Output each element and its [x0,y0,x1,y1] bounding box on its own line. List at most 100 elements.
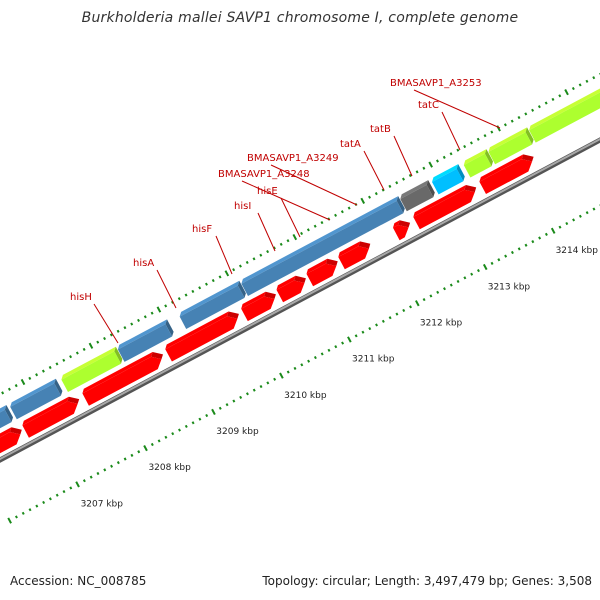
orf-bar-top [241,196,399,284]
inner-scale-tick [470,272,474,276]
inner-scale-tick [116,461,120,465]
inner-scale-tick [578,214,582,218]
outer-scale-tick [14,384,18,388]
inner-scale-tick [592,207,596,211]
kbp-label: 3213 kbp [488,282,531,292]
orf-bar-face [179,285,245,329]
outer-scale-tick [20,378,26,386]
orf-bar-face [117,324,173,362]
outer-scale-tick [69,355,73,359]
gene-label: hisI [234,201,251,212]
inner-scale-tick [14,515,18,519]
gene-label: hisE [257,186,278,197]
inner-scale-tick [585,211,589,215]
inner-scale-tick [103,468,107,472]
inner-scale-tick [456,279,460,284]
orf-bar [241,196,405,296]
gene-label: tatA [340,139,361,150]
inner-scale-tick [82,479,86,483]
gene-leader-line [156,269,177,309]
orf-bar-top [488,127,527,152]
cds-arrow-top [22,396,69,426]
label-leaders [93,89,501,344]
outer-scale-tick [245,260,249,265]
outer-scale-tick [456,148,460,152]
inner-scale-tick [510,250,514,255]
inner-scale-tick [544,232,548,236]
orf-bar-side [54,378,63,396]
inner-scale-tick [218,406,222,410]
outer-scale-tick [469,141,473,145]
outer-scale-tick [164,304,168,308]
outer-scale-tick [82,347,86,351]
inner-scale-tick [517,247,521,251]
labels: 3207 kbp 3208 kbp 3209 kbp 3210 kbp 3211 kbp… [70,78,598,509]
orf-bar-side [456,164,465,182]
outer-scale-tick [156,306,162,313]
gene-label: hisA [133,258,154,269]
gene-leader-line [393,135,413,177]
inner-scale-tick [137,450,141,454]
inner-scale-tick [198,417,202,421]
outer-scale-tick [272,246,276,250]
outer-scale-tick [395,181,399,185]
gene-leader-line [241,180,331,221]
outer-scale-tick [483,134,487,138]
cds-arrow-tip [398,220,411,228]
inner-scale-tick [395,312,399,316]
orf-bar-side [237,280,246,298]
outer-scale-tick [524,112,528,116]
outer-scale-tick [204,282,208,286]
cds-arrow-top [82,352,153,394]
inner-scale-tick [110,464,114,468]
cds-arrow-top [165,311,229,350]
inner-scale-tick [69,486,73,490]
cds-arrow-tip [67,396,80,404]
kbp-label: 3208 kbp [148,463,191,473]
outer-scale-tick [7,387,11,391]
cds-arrow-face [276,280,305,303]
inner-scale-tick [286,370,290,374]
cds-arrow-tip [10,427,22,435]
cds-arrow [393,220,411,241]
inner-scale-tick [531,240,535,244]
orf-bar [10,378,63,420]
outer-scale-tick [585,79,589,83]
orf-bar-top [61,346,116,380]
orf-bar-face [400,184,434,212]
inner-scale-tick [143,445,148,452]
inner-scale-tick [436,290,440,294]
orf-bar-side [396,196,405,214]
outer-scale-tick [347,206,351,210]
kbp-label: 3209 kbp [216,427,259,437]
inner-scale-tick [361,330,365,334]
outer-scale-tick [360,197,366,204]
cds-arrow-tip [521,154,534,162]
outer-scale-tick [143,315,147,319]
outer-scale-tick [490,130,494,134]
outer-scale-tick [551,97,555,101]
orf-bar-face [61,351,121,392]
outer-scale-tick [184,293,188,297]
cds-arrow-face [82,356,162,406]
outer-scale-tick [137,318,140,322]
cds-arrow [413,185,477,230]
outer-scale-tick [88,342,94,349]
cds-arrow-face [0,432,21,454]
cds-arrow-face [241,296,275,322]
inner-scale-tick [313,355,317,360]
gene-leader-line [280,197,301,238]
inner-scale-tick [429,294,433,298]
outer-scale-tick [510,119,514,123]
orf-bar-face [0,409,12,429]
gene-label: BMASAVP1_A3248 [218,169,310,180]
outer-scale-tick [171,300,174,304]
orf-bar-top [179,280,240,317]
outer-scale-tick [381,188,385,192]
cds-arrow [22,396,80,438]
orf-bar-side [4,405,14,423]
gene-leader-line [215,235,233,275]
gene-leader-line [441,111,461,151]
orf-bar-top [0,405,7,413]
